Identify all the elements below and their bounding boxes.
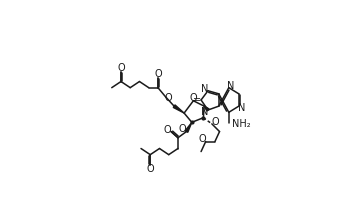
Text: O: O — [164, 125, 171, 135]
Text: =: = — [193, 95, 201, 105]
Polygon shape — [204, 106, 209, 111]
Text: N: N — [238, 103, 246, 113]
Polygon shape — [173, 105, 184, 113]
Text: O: O — [199, 134, 206, 144]
Text: O: O — [179, 124, 186, 134]
Text: N: N — [227, 81, 235, 91]
Text: NH₂: NH₂ — [232, 119, 250, 129]
Text: O: O — [154, 69, 162, 79]
Text: N: N — [201, 107, 209, 117]
Polygon shape — [185, 122, 192, 132]
Text: O: O — [146, 164, 154, 173]
Text: O: O — [117, 63, 125, 73]
Text: O: O — [164, 93, 172, 103]
Text: O: O — [189, 93, 197, 103]
Text: N: N — [201, 84, 209, 94]
Text: O: O — [212, 117, 219, 127]
